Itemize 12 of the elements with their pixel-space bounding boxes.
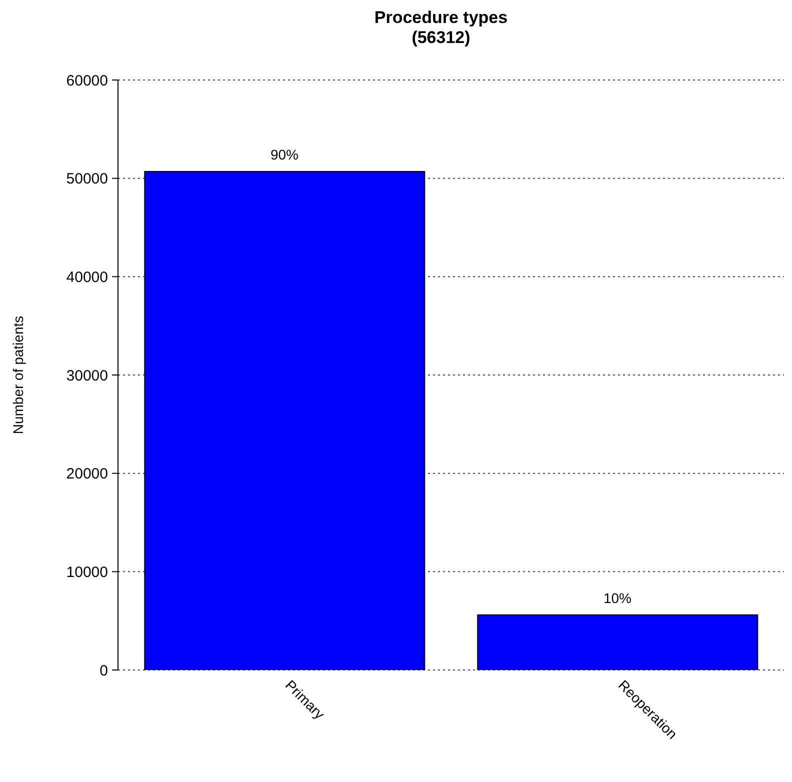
y-tick-label: 0 (100, 662, 108, 680)
annotation: 10% (603, 590, 632, 606)
annotation: 90% (270, 146, 299, 162)
y-tick-label: 50000 (66, 170, 108, 188)
y-tick-label: 10000 (66, 564, 108, 581)
y-axis-title: Number of patients (10, 316, 26, 434)
chart-subtitle: (56312) (410, 28, 472, 48)
y-tick-label: 20000 (66, 466, 108, 483)
y-tick-label: 30000 (66, 367, 108, 384)
y-tick-label: 40000 (66, 268, 108, 286)
chart-title: Procedure types (373, 8, 509, 28)
y-tick-label: 60000 (66, 72, 108, 90)
